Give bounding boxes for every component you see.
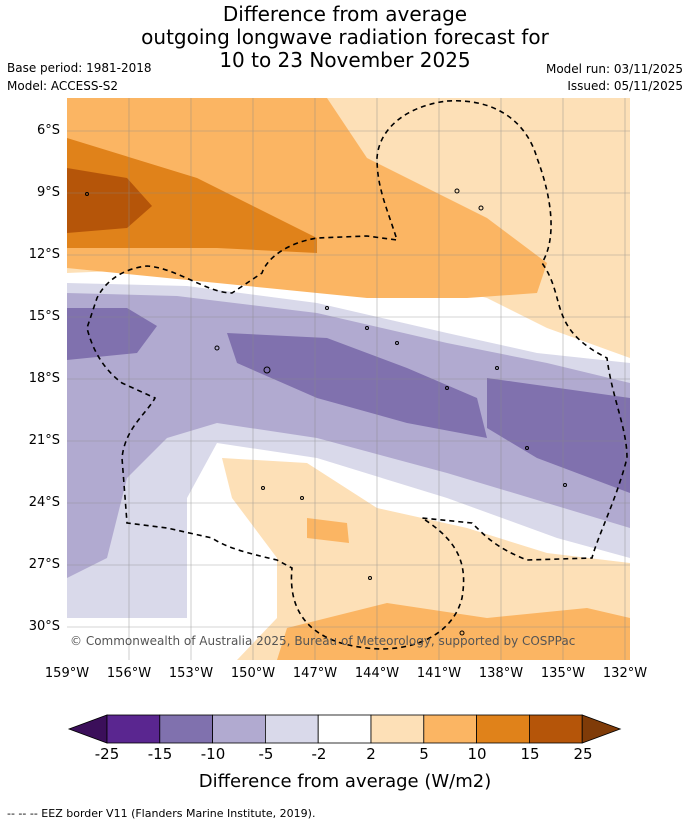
- colorbar-tick: -10: [200, 745, 226, 763]
- band-mid-purple: [67, 308, 157, 360]
- eez-border: [86, 100, 628, 650]
- colorbar-tick: 25: [573, 745, 593, 763]
- colorbar-tick: -25: [94, 745, 120, 763]
- title-line-1: Difference from average: [222, 2, 468, 26]
- colorbar: [67, 714, 622, 744]
- title-line-2: outgoing longwave radiation forecast for: [141, 25, 549, 49]
- lon-label: 150°W: [230, 666, 276, 681]
- band-mid-purple-3: [487, 378, 630, 493]
- band-light-purple: [67, 293, 630, 578]
- band-light-orange-south: [222, 458, 630, 660]
- colorbar-bin: [159, 714, 214, 744]
- lon-label: 147°W: [292, 666, 338, 681]
- lon-label: 135°W: [540, 666, 586, 681]
- lon-label: 141°W: [416, 666, 462, 681]
- colorbar-tick: -2: [311, 745, 327, 763]
- lat-label: 15°S: [28, 309, 60, 324]
- lat-label: 21°S: [28, 433, 60, 448]
- lon-label: 159°W: [44, 666, 90, 681]
- colorbar-label: Difference from average (W/m2): [198, 771, 492, 792]
- colorbar-bin: [370, 714, 425, 744]
- eez-footnote: -- -- -- EEZ border V11 (Flanders Marine…: [7, 807, 316, 820]
- lat-label: 27°S: [28, 557, 60, 572]
- lon-label: 153°W: [168, 666, 214, 681]
- anomaly-map: [67, 98, 630, 660]
- model-run: Model run: 03/11/2025: [545, 62, 683, 76]
- colorbar-under-arrow: [67, 714, 108, 744]
- base-period: Base period: 1981-2018: [7, 61, 152, 75]
- colorbar-bin: [529, 714, 583, 744]
- colorbar-bin: [476, 714, 530, 744]
- lon-label: 132°W: [602, 666, 648, 681]
- colorbar-bin: [212, 714, 266, 744]
- colorbar-bin: [264, 714, 319, 744]
- band-orange-south-2: [277, 603, 630, 660]
- colorbar-bin: [106, 714, 161, 744]
- colorbar-tick: 10: [467, 745, 487, 763]
- colorbar-tick: -5: [258, 745, 274, 763]
- band-darkest-orange-north: [67, 168, 152, 233]
- lon-label: 156°W: [106, 666, 152, 681]
- lat-label: 12°S: [28, 247, 60, 262]
- colorbar-tick: -15: [147, 745, 173, 763]
- band-orange-south: [307, 518, 349, 543]
- model-name: Model: ACCESS-S2: [7, 79, 119, 93]
- lat-label: 30°S: [28, 619, 60, 634]
- lat-label: 24°S: [28, 495, 60, 510]
- colorbar-bin: [423, 714, 477, 744]
- title-line-3: 10 to 23 November 2025: [219, 48, 471, 72]
- colorbar-tick: 15: [520, 745, 540, 763]
- band-mid-purple-2: [227, 333, 487, 438]
- issued-date: Issued: 05/11/2025: [567, 79, 683, 93]
- colorbar-tick: 2: [366, 745, 376, 763]
- colorbar-over-arrow: [581, 714, 622, 744]
- lat-label: 9°S: [36, 185, 60, 200]
- copyright-notice: © Commonwealth of Australia 2025, Bureau…: [70, 634, 576, 648]
- lon-label: 144°W: [354, 666, 400, 681]
- colorbar-tick: 5: [419, 745, 429, 763]
- lat-label: 6°S: [36, 123, 60, 138]
- lat-label: 18°S: [28, 371, 60, 386]
- lon-label: 138°W: [478, 666, 524, 681]
- colorbar-bin: [317, 714, 372, 744]
